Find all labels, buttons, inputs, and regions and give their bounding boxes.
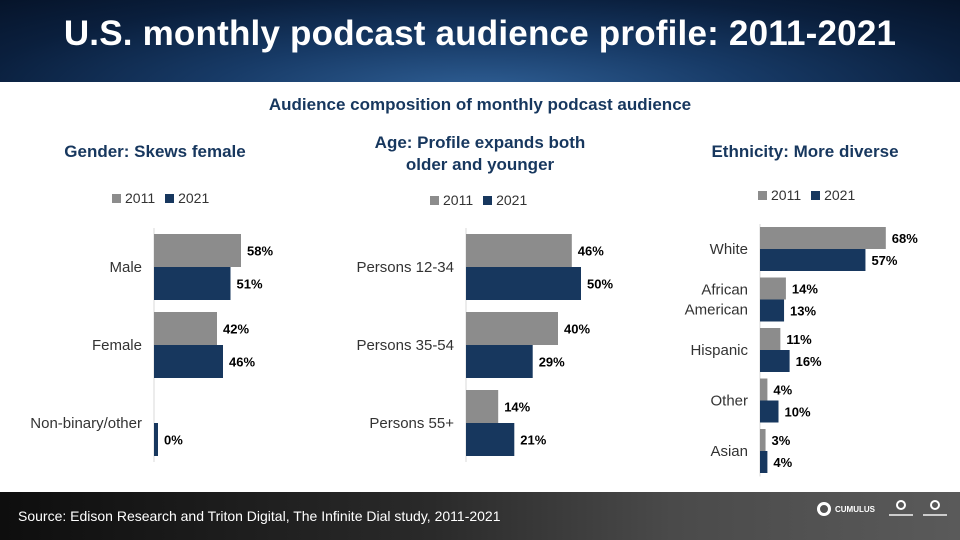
legend-swatch-2021 (165, 193, 175, 203)
ethnicity-title-text: Ethnicity: More diverse (711, 142, 899, 161)
category-label-female: Female (92, 337, 142, 354)
data-label-persons-55-2021: 21% (520, 433, 546, 448)
legend-item-2011: 2011 (112, 190, 155, 206)
legend-swatch-2011 (112, 193, 121, 203)
bar-other-2011 (760, 378, 768, 401)
bar-persons-12-34-2011 (466, 234, 572, 267)
data-label-african-american-2011: 14% (792, 282, 818, 297)
legend-label: 2021 (824, 187, 856, 203)
category-label-persons-35-54: Persons 35-54 (356, 337, 454, 354)
data-label-persons-35-54-2021: 29% (539, 355, 565, 370)
age-bar-chart: Persons 12-34 46% 50% Persons 35-54 40% 29% Pe… (356, 228, 613, 462)
gender-legend: 2011 2021 (112, 190, 219, 206)
category-label-male: Male (109, 259, 142, 276)
source-note: Source: Edison Research and Triton Digit… (18, 508, 501, 524)
bar-white-2011 (760, 227, 886, 249)
data-label-female-2011: 42% (223, 322, 249, 337)
chart-subtitle: Audience composition of monthly podcast … (268, 95, 692, 114)
bar-asian-2021 (760, 451, 768, 473)
bar-female-2011 (154, 312, 217, 345)
cumulus-logo-icon (817, 502, 831, 516)
bar-non-binary-other-2021 (154, 423, 158, 456)
ethnicity-legend: 2011 2021 (758, 187, 865, 203)
category-label-non-binary-other: Non-binary/other (30, 415, 142, 432)
category-label-persons-12-34: Persons 12-34 (356, 259, 454, 276)
data-label-hispanic-2011: 11% (786, 332, 812, 347)
legend-item-2021: 2021 (811, 187, 855, 203)
header-banner: U.S. monthly podcast audience profile: 2… (0, 0, 960, 82)
westwood-logo-bar (923, 514, 947, 516)
bar-african-american-2021 (760, 299, 785, 322)
gender-title-text: Gender: Skews female (64, 142, 246, 161)
data-label-persons-55-2011: 14% (504, 400, 530, 415)
bar-white-2021 (760, 249, 866, 271)
data-label-hispanic-2021: 16% (796, 354, 822, 369)
age-title-line2: older and younger (405, 155, 555, 174)
category-label-persons-55: Persons 55+ (369, 415, 454, 432)
legend-item-2021: 2021 (483, 192, 527, 208)
gender-panel-title: Gender: Skews female (20, 141, 290, 163)
bar-asian-2011 (760, 429, 766, 451)
legend-label: 2011 (443, 192, 474, 208)
age-legend: 2011 2021 (430, 192, 537, 208)
legend-item-2011: 2011 (430, 192, 473, 208)
data-label-persons-12-34-2021: 50% (587, 277, 613, 292)
data-label-asian-2011: 3% (772, 433, 791, 448)
bar-female-2021 (154, 345, 223, 378)
data-label-other-2011: 4% (773, 383, 792, 398)
data-label-male-2011: 58% (247, 244, 273, 259)
data-label-other-2021: 10% (785, 405, 811, 420)
ethnicity-bar-chart: White 68% 57% African American 14% 13% Hispanic… (685, 224, 918, 477)
age-title-line1: Age: Profile expands both (374, 133, 586, 152)
category-label-african-american: African (701, 282, 748, 299)
network-logo-icon (896, 500, 906, 510)
cumulus-logo-text: CUMULUS (835, 504, 875, 514)
data-label-female-2021: 46% (229, 355, 255, 370)
ethnicity-panel-title: Ethnicity: More diverse (660, 141, 950, 163)
legend-swatch-2021 (811, 190, 821, 200)
data-label-male-2021: 51% (237, 277, 263, 292)
data-label-non-binary-other-2021: 0% (164, 433, 183, 448)
gender-bar-chart: Male 58% 51% Female 42% 46% Non-binary/other 0% (30, 228, 273, 462)
category-label-other: Other (710, 393, 748, 410)
westwood-logo-icon (930, 500, 940, 510)
bar-male-2011 (154, 234, 241, 267)
cumulus-podcast-network-logo (886, 500, 916, 524)
legend-swatch-2021 (483, 195, 493, 205)
bar-persons-35-54-2021 (466, 345, 533, 378)
data-label-persons-12-34-2011: 46% (578, 244, 604, 259)
legend-swatch-2011 (430, 195, 439, 205)
category-label-asian: Asian (710, 443, 748, 460)
westwood-one-logo (920, 500, 950, 524)
legend-label: 2011 (771, 187, 802, 203)
legend-item-2021: 2021 (165, 190, 209, 206)
legend-label: 2011 (125, 190, 156, 206)
network-logo-bar (889, 514, 913, 516)
bar-persons-55-2011 (466, 390, 499, 423)
category-label-white: White (710, 241, 748, 258)
legend-label: 2021 (496, 192, 528, 208)
bar-african-american-2011 (760, 277, 786, 300)
bar-hispanic-2021 (760, 350, 790, 372)
footer-bar: Source: Edison Research and Triton Digit… (0, 492, 960, 540)
data-label-white-2011: 68% (892, 231, 918, 246)
bar-persons-12-34-2021 (466, 267, 581, 300)
data-label-african-american-2021: 13% (790, 304, 816, 319)
bar-hispanic-2011 (760, 328, 781, 350)
legend-item-2011: 2011 (758, 187, 801, 203)
bar-persons-55-2021 (466, 423, 515, 456)
legend-label: 2021 (178, 190, 210, 206)
bar-other-2021 (760, 400, 779, 423)
category-label-african-american: American (685, 302, 748, 319)
cumulus-logo: CUMULUS (817, 502, 875, 516)
legend-swatch-2011 (758, 190, 767, 200)
age-panel-title: Age: Profile expands both older and youn… (330, 132, 630, 176)
data-label-asian-2021: 4% (773, 455, 792, 470)
page-title: U.S. monthly podcast audience profile: 2… (63, 14, 897, 53)
data-label-persons-35-54-2011: 40% (564, 322, 590, 337)
bar-male-2021 (154, 267, 231, 300)
category-label-hispanic: Hispanic (690, 342, 748, 359)
data-label-white-2021: 57% (871, 253, 897, 268)
bar-persons-35-54-2011 (466, 312, 558, 345)
